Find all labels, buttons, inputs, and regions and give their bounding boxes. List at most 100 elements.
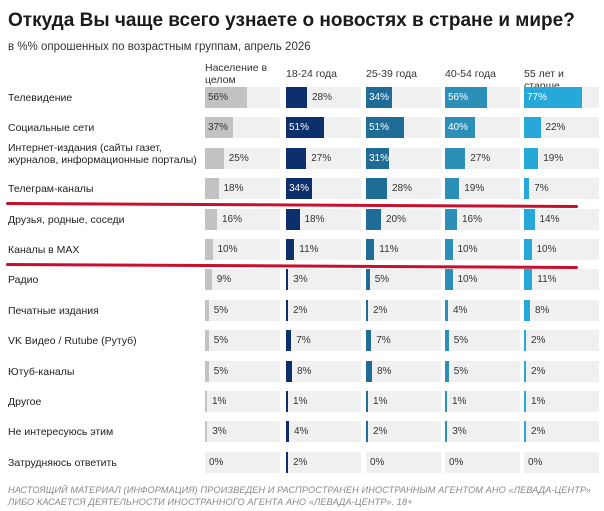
value-label: 4% (453, 304, 468, 316)
bar (524, 421, 526, 443)
value-label: 2% (531, 335, 546, 347)
value-label: 27% (470, 152, 491, 164)
bar-track (286, 330, 361, 352)
bar (366, 269, 370, 291)
bar-track (366, 330, 441, 352)
chart-title: Откуда Вы чаще всего узнаете о новостях … (8, 10, 575, 31)
column-header: 40-54 года (445, 68, 496, 80)
bar-track (286, 147, 361, 169)
value-label: 5% (453, 365, 469, 377)
bar (205, 147, 224, 169)
bar-track (205, 239, 280, 260)
bar (445, 421, 448, 443)
bar (445, 269, 453, 291)
bar-track (205, 421, 280, 443)
value-label: 34% (369, 92, 390, 103)
value-label: 1% (452, 396, 467, 407)
value-label: 51% (289, 122, 310, 134)
bar-track (286, 451, 361, 473)
highlight-underline (5, 202, 579, 209)
bar (524, 208, 535, 230)
value-label: 0% (370, 456, 385, 468)
bar (445, 147, 466, 169)
bar (205, 360, 209, 382)
bar-track (445, 360, 520, 382)
bar-track (286, 117, 361, 139)
value-label: 16% (462, 213, 483, 225)
value-label: 40% (448, 122, 469, 134)
bar-track (205, 117, 280, 139)
value-label: 20% (386, 213, 407, 225)
bar-track (445, 239, 520, 260)
bar-track (286, 391, 361, 412)
bar-track (366, 208, 441, 230)
bar (366, 299, 368, 321)
bar-track (524, 117, 599, 139)
bar (205, 208, 217, 230)
column-header: 25-39 года (366, 68, 417, 80)
bar (205, 299, 209, 321)
category-label: Телеграм-каналы (8, 183, 94, 196)
value-label: 18% (304, 213, 325, 225)
bar (286, 147, 307, 169)
value-label: 10% (536, 244, 557, 255)
value-label: 7% (296, 335, 311, 347)
bar (524, 330, 526, 352)
bar-track (524, 330, 599, 352)
value-label: 11% (299, 244, 319, 255)
value-label: 11% (379, 244, 399, 255)
bar (366, 360, 372, 382)
bar (205, 421, 208, 443)
category-label: Другое (8, 396, 42, 408)
bar (524, 391, 526, 412)
bar-track (366, 87, 441, 108)
bar (286, 87, 307, 108)
bar (445, 239, 453, 260)
category-label: Телевидение (8, 92, 73, 104)
category-label: Ютуб-каналы (8, 365, 75, 378)
value-label: 7% (534, 183, 549, 195)
bar (205, 117, 233, 139)
value-label: 22% (545, 122, 566, 134)
value-label: 77% (527, 92, 548, 103)
bar-track (524, 87, 599, 108)
bar (286, 299, 288, 321)
bar-track (445, 208, 520, 230)
bar-track (445, 299, 520, 321)
value-label: 51% (369, 122, 390, 134)
category-label: Каналы в MAX (8, 244, 80, 256)
value-label: 16% (222, 213, 243, 225)
bar-track (445, 269, 520, 291)
value-label: 19% (464, 183, 485, 195)
value-label: 5% (213, 335, 229, 347)
category-label: Не интересуюсь этим (8, 426, 114, 439)
bar (524, 299, 530, 321)
bar (286, 421, 289, 443)
value-label: 27% (311, 152, 332, 164)
bar (366, 117, 405, 139)
bar (366, 391, 368, 412)
bar (524, 117, 541, 139)
bar-track (205, 299, 280, 321)
bar-track (524, 239, 599, 260)
bar-track (286, 269, 361, 291)
value-label: 3% (452, 426, 467, 438)
bar (286, 178, 312, 200)
bar (205, 178, 219, 200)
value-label: 9% (216, 274, 232, 286)
value-label: 1% (531, 396, 546, 407)
bar (524, 239, 532, 260)
value-label: 2% (293, 304, 308, 316)
value-label: 31% (369, 152, 390, 164)
bar (205, 239, 213, 260)
bar-track (524, 178, 599, 200)
value-label: 5% (213, 365, 229, 377)
bar (445, 117, 475, 139)
bar-track (366, 360, 441, 382)
bar-track (366, 178, 441, 200)
bar (524, 269, 533, 291)
value-label: 28% (312, 92, 333, 103)
bar-track (445, 451, 520, 473)
bar-track (366, 299, 441, 321)
bar-track (366, 391, 441, 412)
